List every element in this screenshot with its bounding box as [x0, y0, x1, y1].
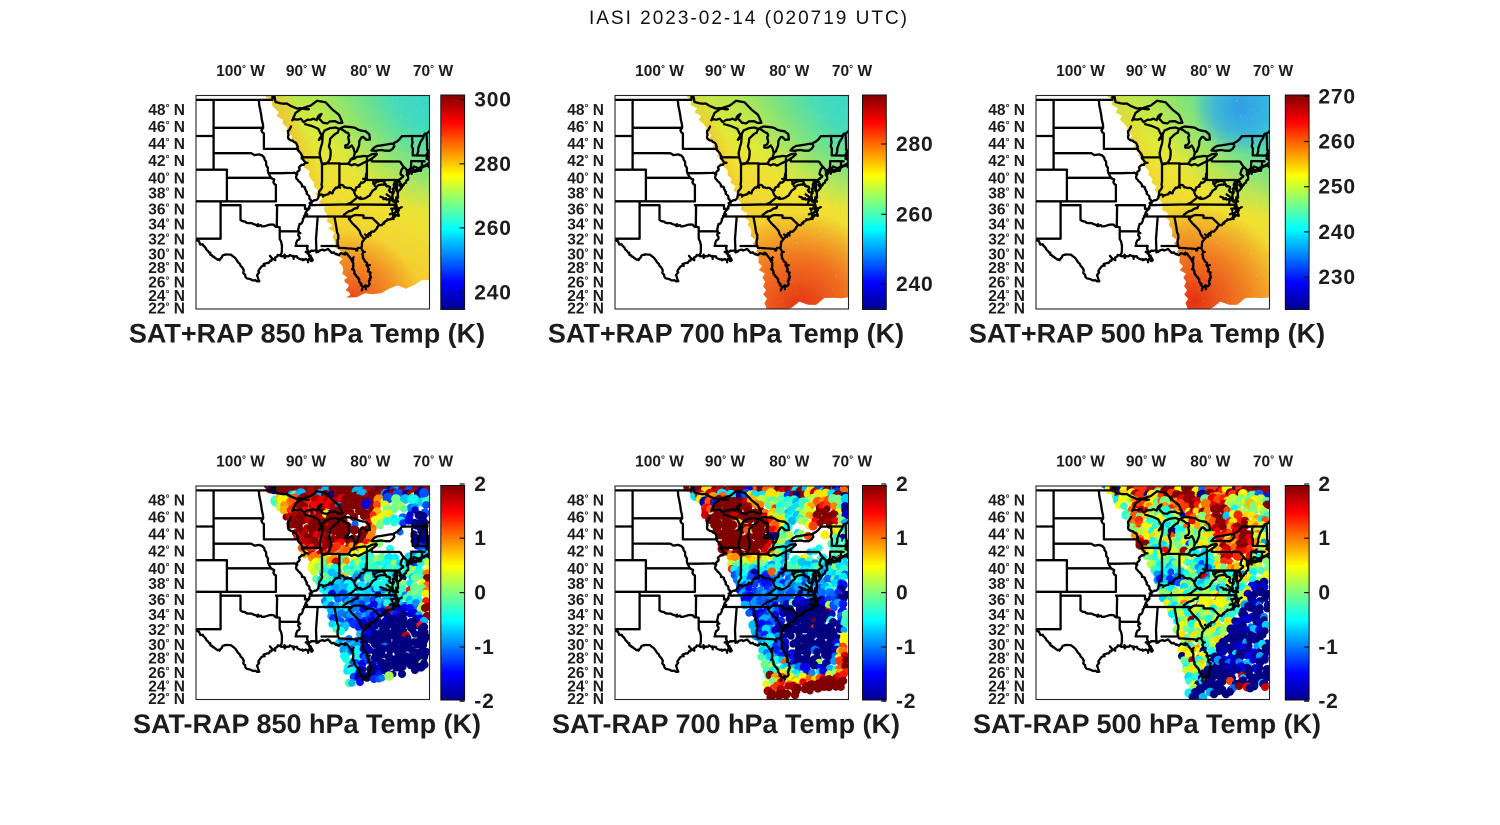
svg-text:-2: -2 — [474, 690, 494, 713]
svg-text:260: 260 — [896, 203, 933, 226]
svg-text:300: 300 — [474, 89, 511, 112]
svg-text:0: 0 — [1318, 582, 1330, 605]
svg-text:260: 260 — [1318, 131, 1355, 154]
svg-text:250: 250 — [1318, 176, 1355, 199]
svg-text:230: 230 — [1318, 266, 1355, 289]
svg-text:-2: -2 — [896, 690, 916, 713]
svg-text:280: 280 — [474, 153, 511, 176]
svg-text:240: 240 — [1318, 221, 1355, 244]
svg-text:270: 270 — [1318, 85, 1355, 108]
svg-text:IASI 2023-02-14 (020719 UTC): IASI 2023-02-14 (020719 UTC) — [589, 8, 909, 29]
svg-text:2: 2 — [474, 473, 486, 496]
svg-text:-1: -1 — [474, 636, 494, 659]
svg-text:1: 1 — [474, 527, 486, 550]
svg-text:2: 2 — [1318, 473, 1330, 496]
svg-text:SAT+RAP 850 hPa Temp (K): SAT+RAP 850 hPa Temp (K) — [129, 319, 485, 349]
svg-text:-2: -2 — [1318, 690, 1338, 713]
svg-text:1: 1 — [1318, 527, 1330, 550]
svg-text:0: 0 — [474, 582, 486, 605]
svg-text:2: 2 — [896, 473, 908, 496]
svg-text:SAT-RAP 850 hPa Temp (K): SAT-RAP 850 hPa Temp (K) — [133, 709, 481, 739]
svg-text:0: 0 — [896, 582, 908, 605]
svg-text:240: 240 — [474, 281, 511, 304]
svg-text:1: 1 — [896, 527, 908, 550]
svg-text:SAT+RAP 500 hPa Temp (K): SAT+RAP 500 hPa Temp (K) — [969, 319, 1325, 349]
svg-text:SAT-RAP 700 hPa Temp (K): SAT-RAP 700 hPa Temp (K) — [552, 709, 900, 739]
svg-text:-1: -1 — [896, 636, 916, 659]
svg-text:SAT-RAP 500 hPa Temp (K): SAT-RAP 500 hPa Temp (K) — [973, 709, 1321, 739]
svg-text:280: 280 — [896, 133, 933, 156]
svg-text:260: 260 — [474, 217, 511, 240]
svg-text:240: 240 — [896, 273, 933, 296]
svg-text:-1: -1 — [1318, 636, 1338, 659]
svg-text:SAT+RAP 700 hPa Temp (K): SAT+RAP 700 hPa Temp (K) — [548, 319, 904, 349]
